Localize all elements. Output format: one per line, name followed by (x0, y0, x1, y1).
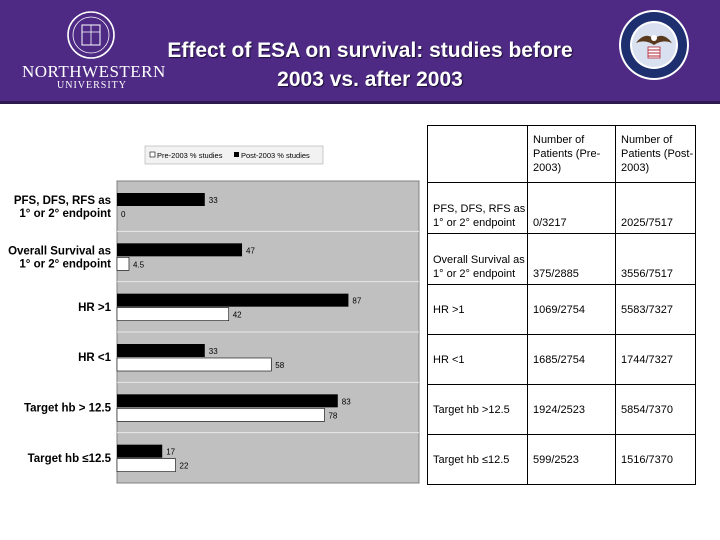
pre-2003-count: 1685/2754 (527, 334, 616, 385)
post-2003-count: 1516/7370 (615, 434, 696, 485)
northwestern-logo-text: NORTHWESTERN (22, 62, 166, 81)
bar-post-2003 (117, 394, 338, 408)
pre-2003-count: 1069/2754 (527, 284, 616, 335)
table-row: PFS, DFS, RFS as 1° or 2° endpoint 0/321… (427, 182, 696, 234)
pre-2003-count: 375/2885 (527, 233, 616, 285)
row-label: PFS, DFS, RFS as 1° or 2° endpoint (427, 182, 528, 234)
table-row: Target hb >12.5 1924/2523 5854/7370 (427, 384, 696, 435)
slide-title: Effect of ESA on survival: studies befor… (130, 36, 610, 94)
title-line-1: Effect of ESA on survival: studies befor… (167, 39, 573, 62)
northwestern-seal-icon (67, 11, 115, 59)
bar-post-2003 (117, 344, 205, 357)
category-label: HR <1 (78, 352, 112, 364)
data-label-post-2003: 33 (209, 347, 218, 356)
post-2003-count: 5583/7327 (615, 284, 696, 335)
bar-post-2003 (117, 293, 349, 307)
legend-label-post: Post-2003 % studies (241, 151, 310, 160)
table-header-cell (427, 125, 528, 183)
row-label: HR <1 (427, 334, 528, 385)
bar-post-2003 (117, 193, 205, 206)
category-label: Overall Survival as (8, 246, 111, 258)
data-label-post-2003: 33 (209, 196, 218, 205)
data-label-pre-2003: 42 (233, 311, 242, 320)
category-label: PFS, DFS, RFS as (14, 195, 111, 207)
data-label-post-2003: 47 (246, 246, 255, 255)
table-header-row: Number of Patients (Pre-2003) Number of … (427, 125, 696, 183)
data-label-pre-2003: 22 (180, 462, 189, 471)
northwestern-logo-subtext: UNIVERSITY (57, 80, 127, 91)
post-2003-count: 1744/7327 (615, 334, 696, 385)
data-label-post-2003: 17 (166, 448, 175, 457)
legend-swatch-post (234, 152, 239, 157)
patients-table: Number of Patients (Pre-2003) Number of … (427, 125, 696, 485)
post-2003-count: 5854/7370 (615, 384, 696, 435)
bar-pre-2003 (116, 257, 130, 271)
bar-pre-2003 (116, 458, 176, 472)
pre-2003-count: 599/2523 (527, 434, 616, 485)
category-label: HR >1 (78, 302, 112, 314)
pre-2003-count: 1924/2523 (527, 384, 616, 435)
post-2003-count: 3556/7517 (615, 233, 696, 285)
data-label-pre-2003: 78 (328, 411, 337, 420)
bar-pre-2003 (116, 307, 230, 321)
row-label: Overall Survival as 1° or 2° endpoint (427, 233, 528, 285)
post-2003-count: 2025/7517 (615, 182, 696, 234)
data-label-pre-2003: 4.5 (133, 260, 145, 269)
header-divider (0, 101, 720, 104)
table-row: HR <1 1685/2754 1744/7327 (427, 334, 696, 385)
row-label: Target hb ≤12.5 (427, 434, 528, 485)
slide-header (0, 0, 720, 101)
legend-swatch-pre (149, 151, 156, 158)
bar-post-2003 (117, 444, 163, 458)
category-label: Target hb > 12.5 (24, 403, 112, 415)
table-header-cell: Number of Patients (Post-2003) (615, 125, 696, 183)
legend-label-pre: Pre-2003 % studies (157, 151, 223, 160)
pre-2003-count: 0/3217 (527, 182, 616, 234)
bar-chart: Pre-2003 % studies Post-2003 % studies 33 0… (8, 145, 420, 484)
table-header-cell: Number of Patients (Pre-2003) (527, 125, 616, 183)
veterans-affairs-seal-icon (619, 10, 689, 80)
title-line-2: 2003 vs. after 2003 (277, 68, 463, 91)
bar-post-2003 (117, 243, 243, 257)
bar-pre-2003 (116, 408, 325, 422)
data-label-pre-2003: 58 (275, 361, 284, 370)
table-row: HR >1 1069/2754 5583/7327 (427, 284, 696, 335)
data-label-post-2003: 87 (352, 297, 361, 306)
bar-pre-2003 (116, 357, 272, 372)
table-row: Overall Survival as 1° or 2° endpoint 37… (427, 233, 696, 285)
category-label: 1° or 2° endpoint (19, 259, 111, 271)
table-row: Target hb ≤12.5 599/2523 1516/7370 (427, 434, 696, 485)
category-label: Target hb ≤12.5 (28, 453, 112, 465)
row-label: Target hb >12.5 (427, 384, 528, 435)
data-label-pre-2003: 0 (121, 210, 126, 219)
row-label: HR >1 (427, 284, 528, 335)
category-label: 1° or 2° endpoint (19, 208, 111, 220)
data-label-post-2003: 83 (342, 397, 351, 406)
